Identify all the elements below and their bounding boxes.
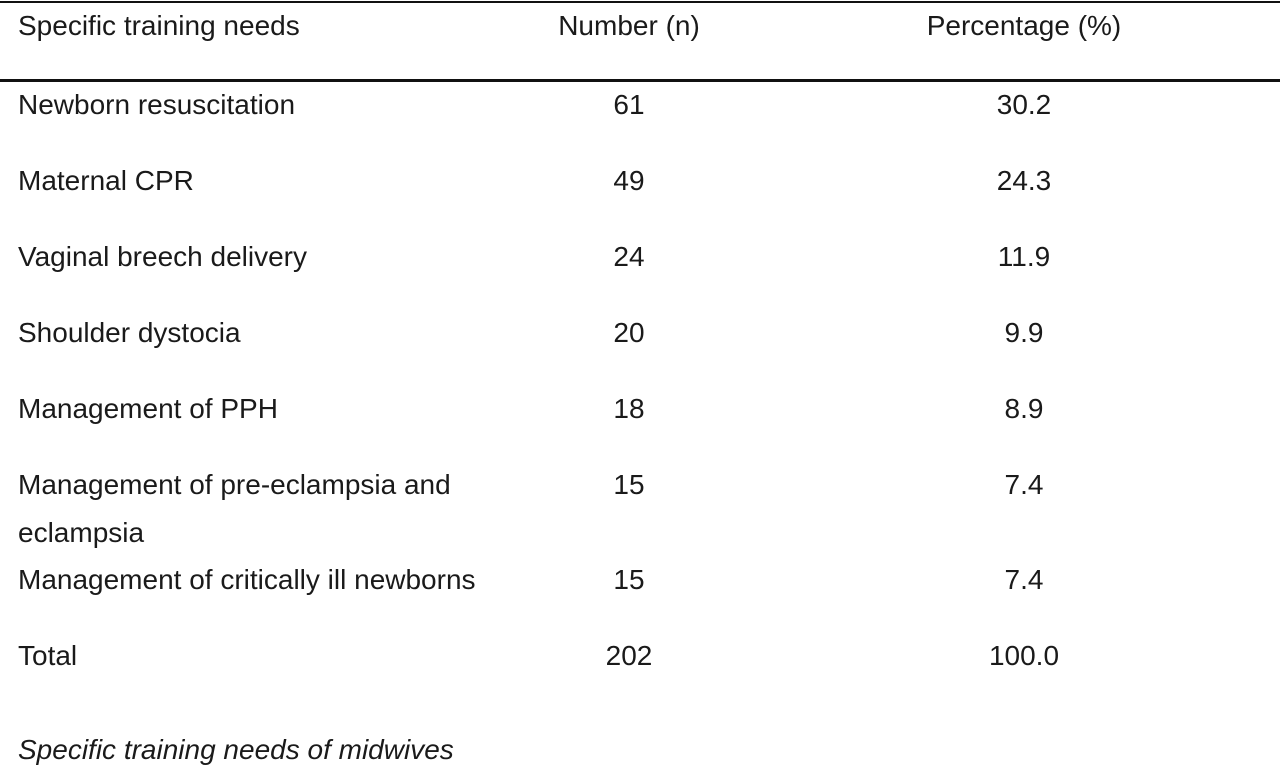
- row-1-number: 61: [613, 89, 645, 120]
- header-specific-training-needs: Specific training needs: [18, 10, 300, 41]
- table-caption: Specific training needs of midwives: [18, 734, 454, 765]
- row-6-number: 15: [613, 469, 645, 500]
- row-2-need: Maternal CPR: [18, 165, 194, 196]
- total-row-label: Total: [18, 640, 78, 671]
- row-4-number: 20: [613, 317, 645, 348]
- table-header-rule: [0, 79, 1280, 82]
- row-5-need: Management of PPH: [18, 393, 278, 424]
- header-number: Number (n): [558, 10, 700, 41]
- row-1-need: Newborn resuscitation: [18, 89, 296, 120]
- row-2-percentage: 24.3: [996, 165, 1052, 196]
- row-7-percentage: 7.4: [1004, 564, 1044, 595]
- row-6-percentage: 7.4: [1004, 469, 1044, 500]
- row-7-number: 15: [613, 564, 645, 595]
- row-3-number: 24: [613, 241, 645, 272]
- row-1-percentage: 30.2: [996, 89, 1052, 120]
- row-5-number: 18: [613, 393, 645, 424]
- row-4-percentage: 9.9: [1004, 317, 1044, 348]
- total-row-number: 202: [605, 640, 653, 671]
- total-row-percentage: 100.0: [988, 640, 1060, 671]
- table-top-rule: [0, 1, 1280, 3]
- row-3-need: Vaginal breech delivery: [18, 241, 307, 272]
- header-percentage: Percentage (%): [926, 10, 1122, 41]
- row-3-percentage: 11.9: [997, 241, 1051, 272]
- row-2-number: 49: [613, 165, 645, 196]
- row-5-percentage: 8.9: [1004, 393, 1044, 424]
- row-7-need: Management of critically ill newborns: [18, 564, 476, 595]
- row-4-need: Shoulder dystocia: [18, 317, 241, 348]
- row-6-need: Management of pre-eclampsia and eclampsi…: [18, 469, 451, 548]
